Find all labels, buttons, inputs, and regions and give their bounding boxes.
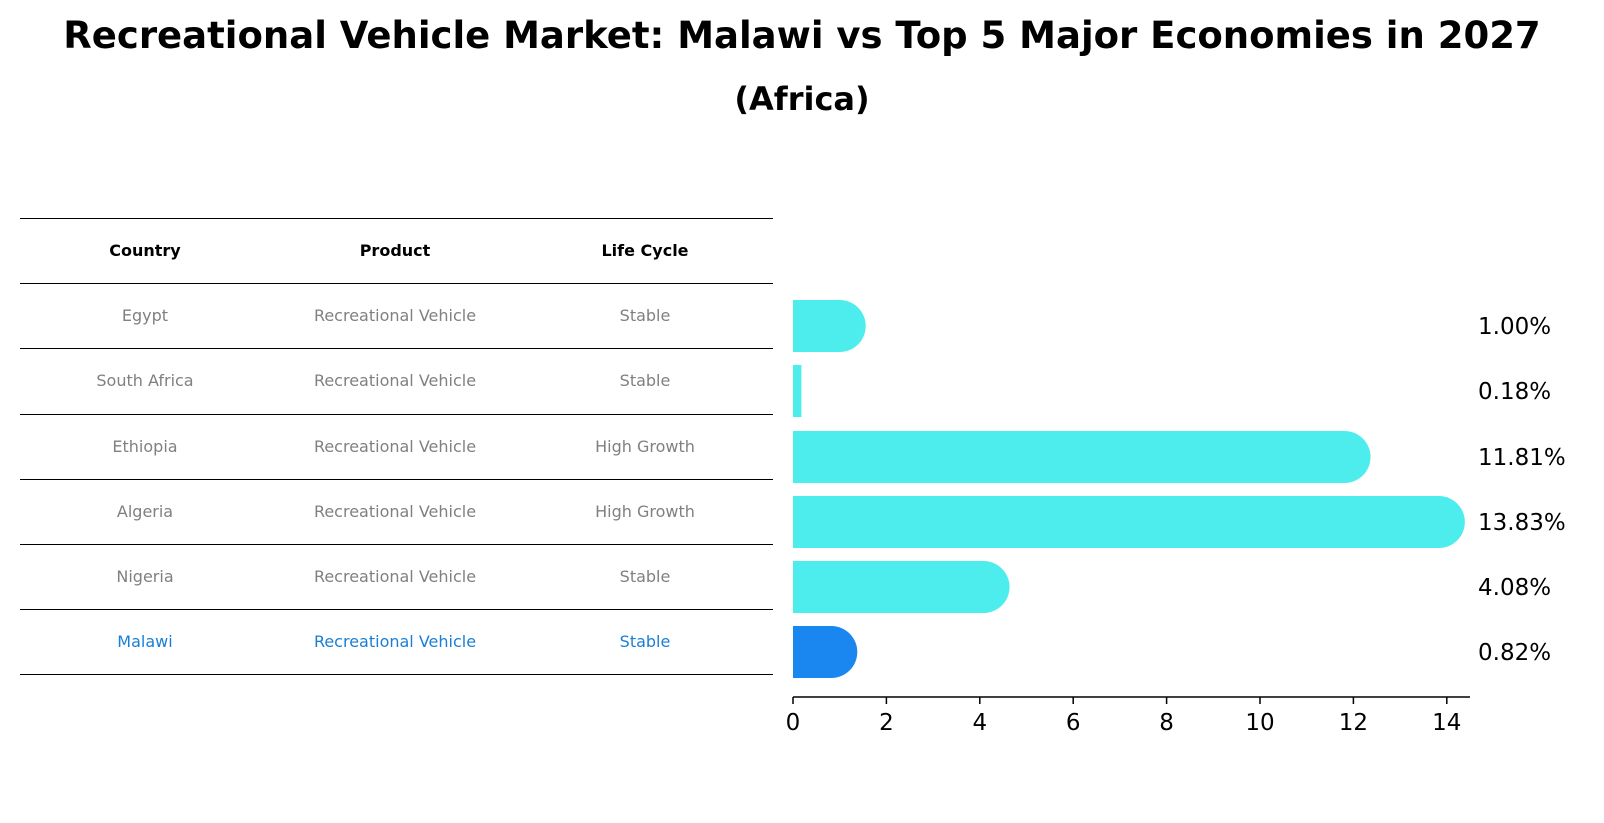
table-row: Egypt Recreational Vehicle Stable bbox=[20, 283, 773, 349]
x-tick-label: 12 bbox=[1339, 710, 1368, 736]
x-tick-label: 4 bbox=[972, 710, 987, 736]
bar-nigeria bbox=[793, 561, 1010, 613]
x-tick-label: 0 bbox=[786, 710, 801, 736]
country-cell: South Africa bbox=[96, 371, 194, 390]
country-cell: Algeria bbox=[116, 502, 174, 521]
value-label: 13.83% bbox=[1478, 510, 1566, 536]
product-cell: Recreational Vehicle bbox=[313, 371, 477, 390]
x-tick-label: 10 bbox=[1245, 710, 1274, 736]
x-tick-label: 6 bbox=[1066, 710, 1081, 736]
table-row: Nigeria Recreational Vehicle Stable bbox=[20, 544, 773, 610]
table-header-row: Country Product Life Cycle bbox=[20, 218, 773, 284]
table-row: Ethiopia Recreational Vehicle High Growt… bbox=[20, 414, 773, 480]
x-tick-label: 14 bbox=[1432, 710, 1461, 736]
value-label: 0.82% bbox=[1478, 640, 1551, 666]
chart-title: Recreational Vehicle Market: Malawi vs T… bbox=[63, 14, 1541, 57]
product-cell: Recreational Vehicle bbox=[313, 437, 477, 456]
header-life-cycle: Life Cycle bbox=[601, 241, 689, 260]
country-cell: Egypt bbox=[121, 306, 169, 325]
value-label: 1.00% bbox=[1478, 314, 1551, 340]
table-row: Algeria Recreational Vehicle High Growth bbox=[20, 479, 773, 545]
x-tick-label: 2 bbox=[879, 710, 894, 736]
life-cycle-cell: High Growth bbox=[595, 502, 695, 521]
product-cell: Recreational Vehicle bbox=[313, 502, 477, 521]
chart-subtitle: (Africa) bbox=[734, 80, 870, 118]
bar-egypt bbox=[793, 300, 866, 352]
product-cell: Recreational Vehicle bbox=[313, 632, 477, 651]
life-cycle-cell: Stable bbox=[619, 632, 671, 651]
product-cell: Recreational Vehicle bbox=[313, 567, 477, 586]
life-cycle-cell: Stable bbox=[619, 371, 671, 390]
product-cell: Recreational Vehicle bbox=[313, 306, 477, 325]
country-cell: Ethiopia bbox=[112, 437, 178, 456]
header-product: Product bbox=[359, 241, 431, 260]
life-cycle-cell: Stable bbox=[619, 306, 671, 325]
x-tick-label: 8 bbox=[1159, 710, 1174, 736]
value-label: 11.81% bbox=[1478, 445, 1566, 471]
table-row: South Africa Recreational Vehicle Stable bbox=[20, 348, 773, 414]
country-cell: Nigeria bbox=[116, 567, 174, 586]
bar-south-africa bbox=[793, 365, 802, 417]
header-country: Country bbox=[109, 241, 181, 260]
table-row-highlighted: Malawi Recreational Vehicle Stable bbox=[20, 609, 773, 675]
bar-algeria bbox=[793, 496, 1465, 548]
value-label: 4.08% bbox=[1478, 575, 1551, 601]
bar-ethiopia bbox=[793, 431, 1371, 483]
bar-malawi bbox=[793, 626, 858, 678]
value-label: 0.18% bbox=[1478, 379, 1551, 405]
life-cycle-cell: High Growth bbox=[595, 437, 695, 456]
country-cell: Malawi bbox=[117, 632, 173, 651]
life-cycle-cell: Stable bbox=[619, 567, 671, 586]
